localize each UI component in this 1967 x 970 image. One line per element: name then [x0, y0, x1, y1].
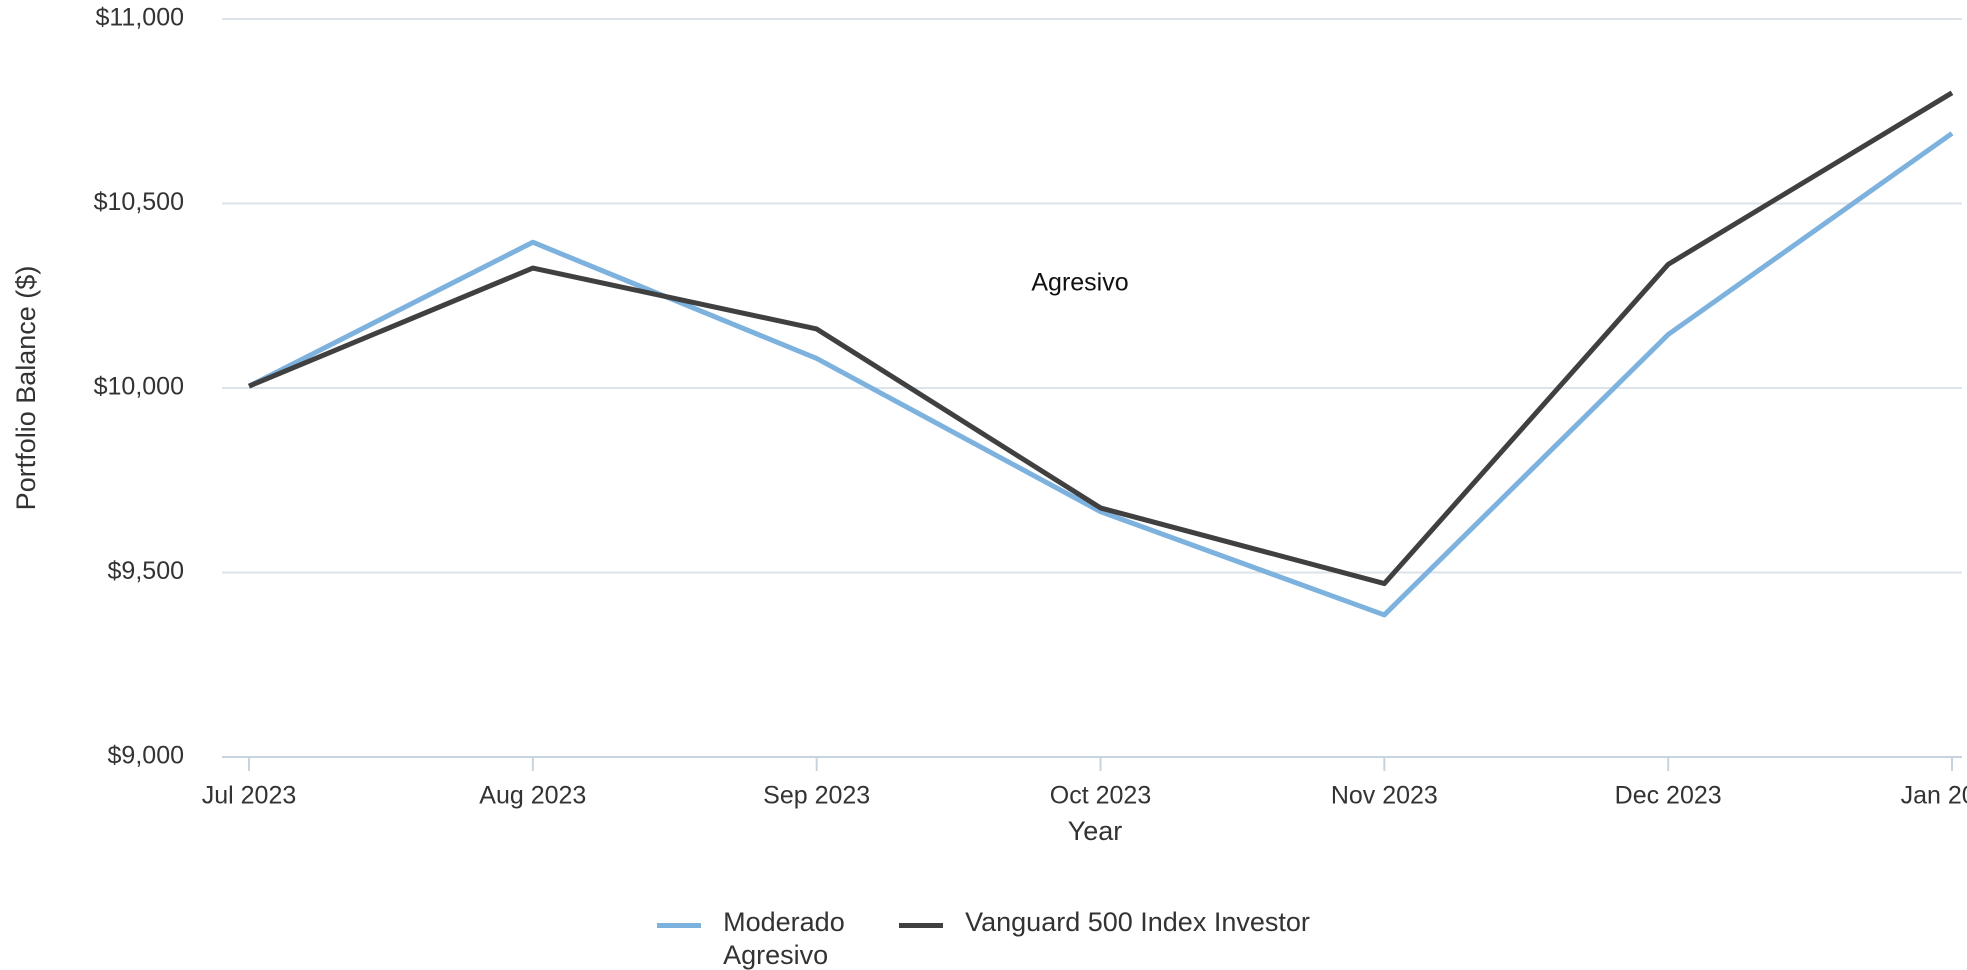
x-tick-label: Jan 2024 [1901, 782, 1967, 810]
x-axis-label: Year [1068, 816, 1123, 846]
annotation: Agresivo [1031, 269, 1128, 297]
y-tick-label: $11,000 [95, 4, 184, 32]
x-tick-label: Aug 2023 [479, 782, 586, 810]
legend-swatch [899, 923, 944, 928]
x-tick-label: Sep 2023 [763, 782, 870, 810]
legend-label: Moderado Agresivo [723, 907, 845, 970]
y-axis-label: Portfolio Balance ($) [11, 266, 41, 511]
x-tick-label: Oct 2023 [1050, 782, 1151, 810]
legend-item: Moderado Agresivo [657, 906, 863, 970]
series-line [247, 131, 1954, 618]
x-tick-label: Dec 2023 [1615, 782, 1722, 810]
y-tick-label: $10,000 [94, 373, 184, 401]
y-tick-label: $9,500 [108, 557, 184, 585]
legend: Moderado Agresivo Vanguard 500 Index Inve… [0, 906, 1967, 970]
legend-label: Vanguard 500 Index Investor [965, 907, 1310, 937]
x-tick-label: Jul 2023 [202, 782, 297, 810]
y-tick-label: $10,500 [94, 188, 184, 216]
x-tick-label: Nov 2023 [1331, 782, 1438, 810]
y-tick-label: $9,000 [108, 742, 184, 770]
legend-swatch [657, 923, 702, 928]
legend-item: Vanguard 500 Index Investor [899, 906, 1310, 970]
series-line [248, 90, 1954, 587]
chart: Agresivo Year Portfolio Balance ($) $9,0… [11, 4, 1967, 847]
